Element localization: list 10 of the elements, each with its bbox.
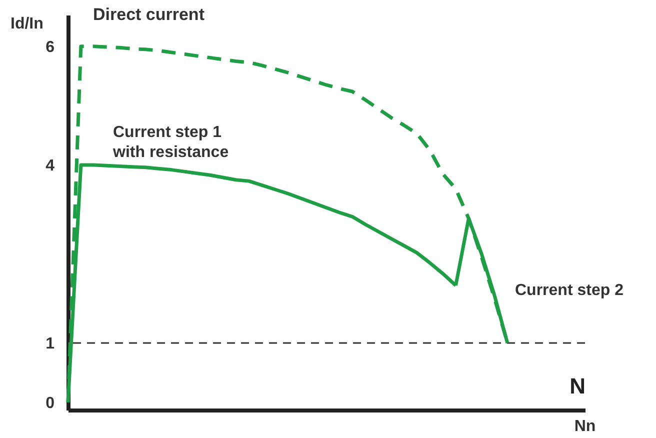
annotation: Direct current — [93, 5, 205, 24]
y-axis-title: Id/In — [10, 16, 44, 32]
annotation: Current step 1 with resistance — [112, 124, 229, 161]
y-tick-label: 6 — [46, 38, 55, 56]
y-tick-label: 1 — [46, 335, 55, 352]
x-axis-title: N — [570, 374, 586, 398]
y-tick-label: 0 — [46, 394, 55, 412]
y-tick-label: 4 — [46, 158, 55, 175]
text: Nn — [574, 418, 596, 435]
annotation: Current step 2 — [515, 282, 624, 299]
